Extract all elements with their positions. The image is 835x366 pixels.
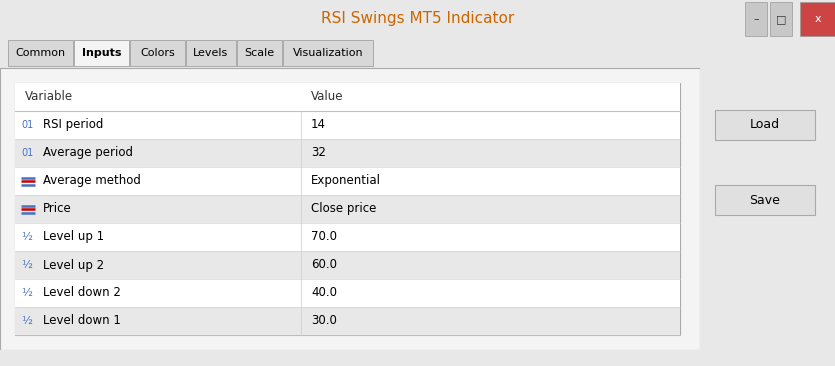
Text: Level down 1: Level down 1 <box>43 314 121 328</box>
Bar <box>15 195 680 223</box>
Text: 01: 01 <box>21 120 33 130</box>
Bar <box>8 40 73 66</box>
Text: ½: ½ <box>21 288 32 298</box>
Bar <box>15 83 680 335</box>
Bar <box>186 40 236 66</box>
Text: ½: ½ <box>21 316 32 326</box>
Bar <box>283 40 373 66</box>
Text: Levels: Levels <box>194 48 229 58</box>
Bar <box>15 279 680 307</box>
Text: Exponential: Exponential <box>311 175 381 187</box>
Text: 30.0: 30.0 <box>311 314 337 328</box>
Text: Average period: Average period <box>43 146 133 160</box>
Bar <box>745 2 767 36</box>
Text: x: x <box>814 14 821 24</box>
Text: Inputs: Inputs <box>82 48 121 58</box>
Text: Average method: Average method <box>43 175 141 187</box>
Bar <box>237 40 282 66</box>
Bar <box>800 2 835 36</box>
Text: Price: Price <box>43 202 72 216</box>
Text: Variable: Variable <box>25 90 73 104</box>
Text: 14: 14 <box>311 119 326 131</box>
Bar <box>15 83 680 111</box>
Text: 32: 32 <box>311 146 326 160</box>
Text: □: □ <box>776 14 787 24</box>
Bar <box>15 251 680 279</box>
Bar <box>715 110 815 140</box>
Text: Visualization: Visualization <box>293 48 363 58</box>
Text: Value: Value <box>311 90 343 104</box>
Text: Load: Load <box>750 119 780 131</box>
Text: 60.0: 60.0 <box>311 258 337 272</box>
Text: ½: ½ <box>21 260 32 270</box>
Bar <box>74 40 129 66</box>
Text: Scale: Scale <box>245 48 275 58</box>
Bar <box>15 223 680 251</box>
Text: 40.0: 40.0 <box>311 287 337 299</box>
Text: 70.0: 70.0 <box>311 231 337 243</box>
Text: RSI period: RSI period <box>43 119 104 131</box>
Text: Save: Save <box>750 194 781 206</box>
Text: Level up 2: Level up 2 <box>43 258 104 272</box>
Text: Level up 1: Level up 1 <box>43 231 104 243</box>
Bar <box>770 2 792 36</box>
Text: Colors: Colors <box>140 48 175 58</box>
Bar <box>15 167 680 195</box>
Bar <box>130 40 185 66</box>
Bar <box>15 111 680 139</box>
Text: 01: 01 <box>21 148 33 158</box>
Text: RSI Swings MT5 Indicator: RSI Swings MT5 Indicator <box>321 11 514 26</box>
Text: Close price: Close price <box>311 202 377 216</box>
Bar <box>715 185 815 215</box>
Text: Common: Common <box>15 48 66 58</box>
Text: –: – <box>753 14 759 24</box>
Bar <box>15 139 680 167</box>
Text: Level down 2: Level down 2 <box>43 287 121 299</box>
Bar <box>15 307 680 335</box>
Text: ½: ½ <box>21 232 32 242</box>
